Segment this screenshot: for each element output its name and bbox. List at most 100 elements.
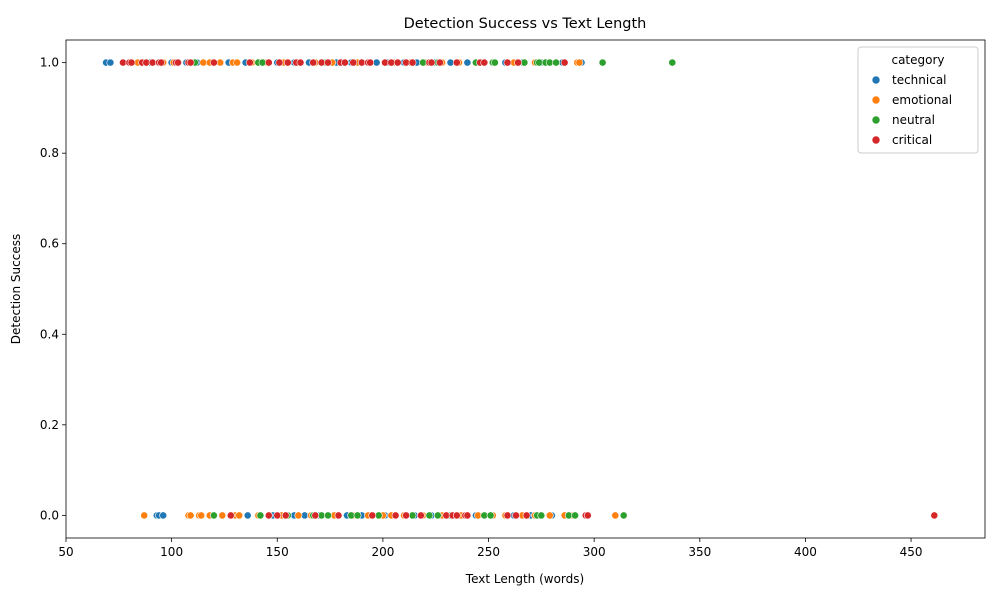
point-critical-32 <box>408 58 417 67</box>
point-critical-2 <box>127 58 136 67</box>
point-neutral-37 <box>619 511 628 520</box>
x-tick-label: 150 <box>266 545 289 559</box>
point-critical-47 <box>334 511 343 520</box>
point-critical-41 <box>560 58 569 67</box>
point-technical-32 <box>159 511 168 520</box>
legend-marker-emotional <box>871 95 881 105</box>
point-emotional-41 <box>294 511 303 520</box>
point-critical-16 <box>283 58 292 67</box>
point-critical-7 <box>157 58 165 67</box>
point-neutral-28 <box>425 511 434 520</box>
x-tick-label: 350 <box>688 545 711 559</box>
plot-frame <box>65 39 986 539</box>
points-layer <box>102 58 939 520</box>
point-emotional-35 <box>218 511 227 520</box>
point-critical-42 <box>226 511 235 520</box>
point-critical-44 <box>273 511 282 520</box>
legend-label-emotional: emotional <box>892 93 952 107</box>
point-emotional-33 <box>197 511 206 520</box>
point-critical-15 <box>275 58 284 67</box>
legend-marker-technical <box>871 75 881 85</box>
point-critical-43 <box>264 511 273 520</box>
chart-title: Detection Success vs Text Length <box>404 16 647 32</box>
point-critical-19 <box>309 58 318 67</box>
point-technical-1 <box>106 58 115 67</box>
x-tick-label: 100 <box>160 545 183 559</box>
point-critical-49 <box>391 511 400 520</box>
point-emotional-37 <box>235 511 244 520</box>
point-neutral-15 <box>552 58 560 67</box>
point-emotional-61 <box>611 511 620 520</box>
point-neutral-23 <box>324 511 332 520</box>
point-critical-18 <box>296 58 305 67</box>
point-neutral-25 <box>353 511 362 520</box>
point-critical-54 <box>452 511 461 520</box>
point-neutral-29 <box>433 511 442 520</box>
legend-box <box>857 46 979 154</box>
point-emotional-8 <box>233 58 241 67</box>
point-critical-24 <box>349 58 358 67</box>
point-critical-14 <box>264 58 273 67</box>
point-neutral-19 <box>256 511 265 520</box>
point-critical-23 <box>340 58 349 67</box>
point-critical-27 <box>366 58 375 67</box>
x-tick-label: 300 <box>583 545 606 559</box>
y-tick-label: 0.2 <box>40 418 59 432</box>
legend-label-neutral: neutral <box>892 113 935 127</box>
legend-label-technical: technical <box>892 73 947 87</box>
y-tick-label: 0.8 <box>40 146 59 160</box>
point-emotional-28 <box>575 58 584 67</box>
point-technical-23 <box>463 58 472 67</box>
point-critical-59 <box>522 511 531 520</box>
x-tick-label: 200 <box>371 545 394 559</box>
point-critical-30 <box>393 58 402 67</box>
point-critical-56 <box>463 511 472 520</box>
point-critical-35 <box>435 58 444 67</box>
legend-marker-neutral <box>871 115 881 125</box>
x-tick-label: 250 <box>477 545 500 559</box>
point-neutral-36 <box>571 511 579 520</box>
point-critical-50 <box>402 511 410 520</box>
legend-label-critical: critical <box>892 133 932 147</box>
point-critical-36 <box>452 58 461 67</box>
point-neutral-18 <box>209 511 218 520</box>
x-tick-label: 400 <box>794 545 817 559</box>
point-critical-39 <box>503 58 512 67</box>
point-critical-61 <box>583 511 592 520</box>
point-neutral-16 <box>598 58 607 67</box>
point-emotional-31 <box>186 511 195 520</box>
point-critical-58 <box>512 511 520 520</box>
point-critical-40 <box>514 58 522 67</box>
point-neutral-17 <box>668 58 677 67</box>
y-tick-label: 0.0 <box>40 508 59 522</box>
y-tick-label: 0.6 <box>40 237 59 251</box>
x-tick-label: 450 <box>900 545 923 559</box>
point-neutral-32 <box>486 511 495 520</box>
point-critical-34 <box>427 58 436 67</box>
point-critical-13 <box>245 58 254 67</box>
point-critical-9 <box>174 58 182 67</box>
axes-layer: 50 100 150 200 250 300 350 400 450 0.0 0.2 0.4 0.6 0.… <box>40 39 986 559</box>
point-critical-45 <box>281 511 290 520</box>
point-critical-46 <box>311 511 320 520</box>
point-critical-57 <box>503 511 512 520</box>
y-axis-title: Detection Success <box>9 234 23 344</box>
legend: category technical emotional neutral critica… <box>857 46 979 154</box>
point-critical-51 <box>416 511 425 520</box>
point-critical-11 <box>186 58 195 67</box>
x-tick-label: 50 <box>58 545 73 559</box>
point-emotional-29 <box>140 511 149 520</box>
point-technical-33 <box>243 511 252 520</box>
point-critical-21 <box>324 58 332 67</box>
x-axis-title: Text Length (words) <box>465 572 584 586</box>
legend-title: category <box>891 53 944 67</box>
point-critical-48 <box>368 511 377 520</box>
y-tick-label: 0.4 <box>40 327 59 341</box>
point-critical-38 <box>480 58 489 67</box>
legend-marker-critical <box>871 135 881 145</box>
point-neutral-34 <box>537 511 546 520</box>
point-critical-62 <box>930 511 939 520</box>
y-tick-label: 1.0 <box>40 56 59 70</box>
